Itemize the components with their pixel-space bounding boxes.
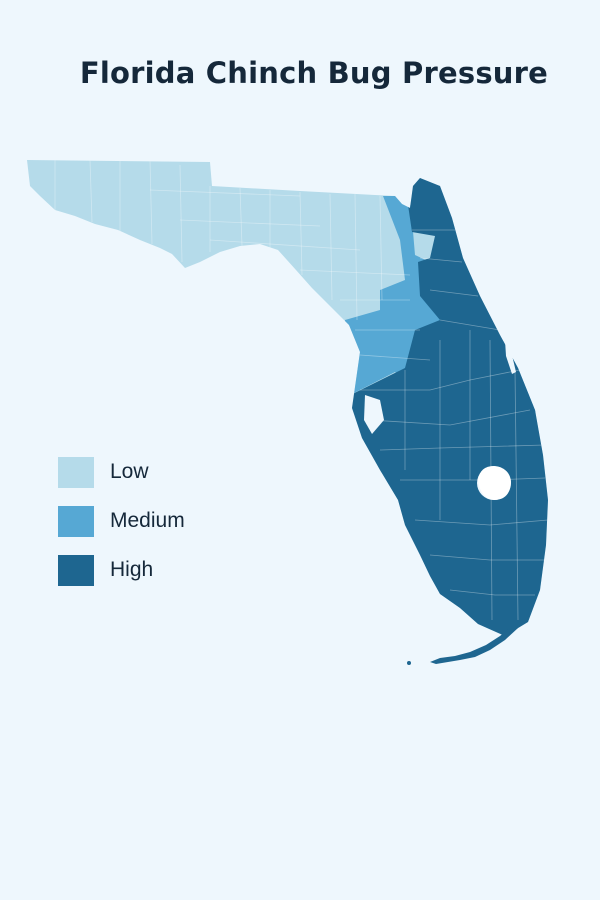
- legend-swatch-high: [58, 554, 94, 586]
- map-title: Florida Chinch Bug Pressure: [79, 56, 548, 90]
- florida-keys: [407, 626, 518, 665]
- legend-label-medium: Medium: [110, 509, 185, 532]
- legend-swatch-medium: [58, 505, 94, 537]
- legend-item-low: Low: [58, 455, 185, 489]
- tampa-bay: [364, 395, 384, 434]
- legend-item-medium: Medium: [58, 504, 185, 538]
- lake-okeechobee-shape: [478, 466, 511, 500]
- legend-label-low: Low: [110, 460, 149, 483]
- legend-label-high: High: [110, 558, 154, 581]
- legend-item-high: High: [58, 553, 185, 587]
- map-legend: Low Medium High: [58, 455, 185, 602]
- legend-swatch-low: [58, 456, 94, 488]
- indian-river-lagoon: [505, 340, 516, 374]
